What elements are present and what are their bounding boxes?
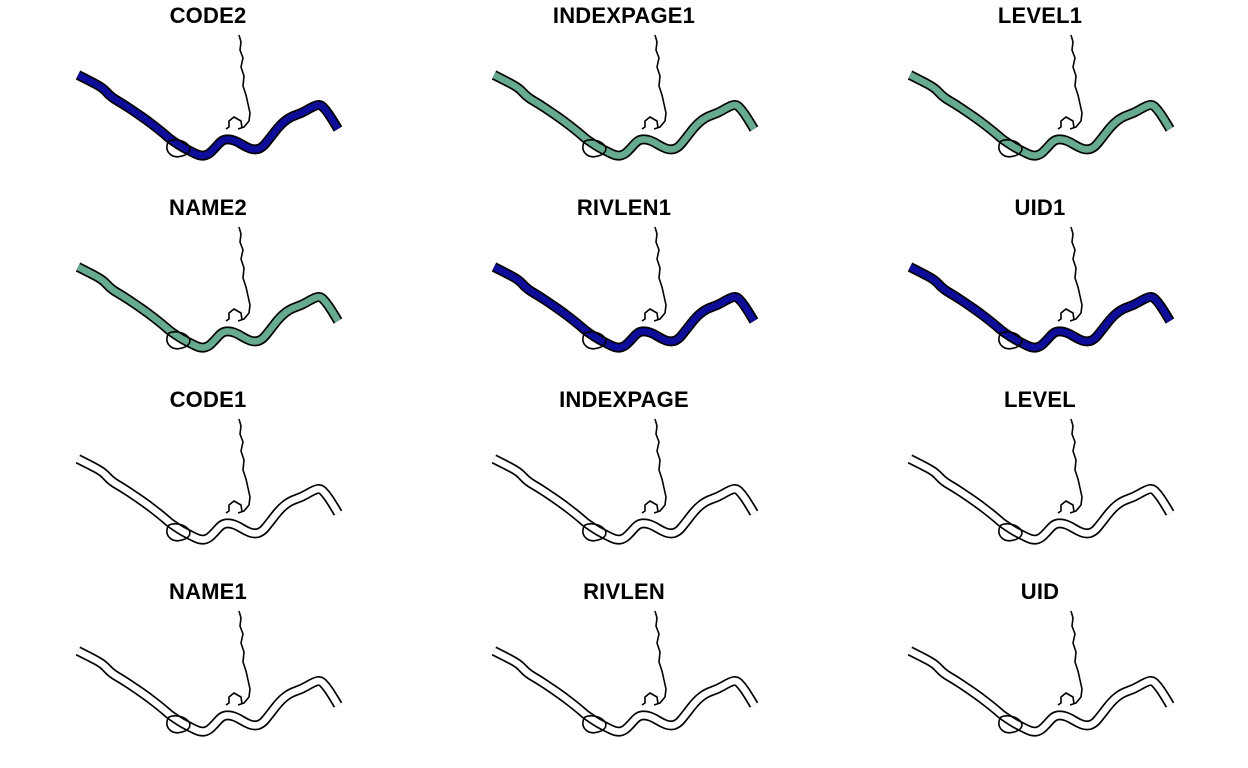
river-polygon-fill [76, 72, 341, 159]
map-panel-level: LEVEL [832, 384, 1248, 576]
river-island-loop [166, 331, 191, 350]
tributary-line [653, 418, 667, 514]
river-island-loop [166, 139, 191, 158]
tributary-line [237, 226, 251, 322]
tributary-line [1069, 226, 1083, 322]
tributary-line [653, 610, 667, 706]
river-map [75, 226, 343, 353]
panel-title: RIVLEN [583, 579, 665, 604]
river-polygon-fill [492, 456, 757, 543]
river-island-loop [998, 523, 1023, 542]
tributary-hook [1057, 308, 1075, 322]
tributary-line [1069, 418, 1083, 514]
tributary-hook [225, 500, 243, 514]
river-polygon-fill [908, 648, 1173, 735]
river-map [907, 418, 1175, 545]
panel-title: RIVLEN1 [576, 195, 672, 220]
river-island-loop [582, 139, 607, 158]
map-panel-code1: CODE1 [0, 384, 416, 576]
river-map [491, 34, 759, 161]
map-panel-rivlen: RIVLEN [416, 576, 832, 768]
river-polygon-fill [908, 456, 1173, 543]
panel-title: INDEXPAGE [559, 387, 689, 412]
panel-title: CODE2 [169, 3, 247, 28]
river-map [75, 34, 343, 161]
tributary-hook [641, 500, 659, 514]
river-map [491, 418, 759, 545]
tributary-line [1069, 34, 1083, 130]
panel-title: UID1 [1014, 195, 1066, 220]
river-island-loop [998, 331, 1023, 350]
tributary-line [237, 418, 251, 514]
river-map [491, 226, 759, 353]
river-map [907, 226, 1175, 353]
river-island-loop [998, 715, 1023, 734]
map-panel-indexpage1: INDEXPAGE1 [416, 0, 832, 192]
river-polygon-fill [76, 456, 341, 543]
map-panel-uid1: UID1 [832, 192, 1248, 384]
map-panel-level1: LEVEL1 [832, 0, 1248, 192]
panel-title: INDEXPAGE1 [552, 3, 696, 28]
river-island-loop [998, 139, 1023, 158]
panel-title: NAME2 [168, 195, 247, 220]
tributary-line [653, 34, 667, 130]
map-panel-uid: UID [832, 576, 1248, 768]
river-polygon-fill [908, 72, 1173, 159]
river-polygon-fill [492, 648, 757, 735]
tributary-hook [1057, 692, 1075, 706]
river-polygon-fill [492, 264, 757, 351]
river-map [75, 610, 343, 737]
panel-title: NAME1 [168, 579, 247, 604]
river-polygon-fill [76, 264, 341, 351]
tributary-hook [225, 308, 243, 322]
tributary-hook [225, 116, 243, 130]
river-island-loop [582, 715, 607, 734]
river-island-loop [166, 523, 191, 542]
tributary-hook [1057, 500, 1075, 514]
panel-title: CODE1 [169, 387, 247, 412]
panel-title: LEVEL1 [997, 3, 1083, 28]
river-map [75, 418, 343, 545]
river-map [907, 34, 1175, 161]
tributary-line [1069, 610, 1083, 706]
tributary-hook [641, 692, 659, 706]
map-panel-name2: NAME2 [0, 192, 416, 384]
tributary-hook [1057, 116, 1075, 130]
map-panel-indexpage: INDEXPAGE [416, 384, 832, 576]
river-map [907, 610, 1175, 737]
river-island-loop [166, 715, 191, 734]
tributary-hook [225, 692, 243, 706]
river-polygon-fill [908, 264, 1173, 351]
river-island-loop [582, 523, 607, 542]
panel-title: UID [1020, 579, 1060, 604]
tributary-hook [641, 308, 659, 322]
tributary-line [653, 226, 667, 322]
tributary-hook [641, 116, 659, 130]
map-panel-rivlen1: RIVLEN1 [416, 192, 832, 384]
tributary-line [237, 610, 251, 706]
map-panel-code2: CODE2 [0, 0, 416, 192]
river-map [491, 610, 759, 737]
river-island-loop [582, 331, 607, 350]
river-polygon-fill [492, 72, 757, 159]
tributary-line [237, 34, 251, 130]
panel-title: LEVEL [1004, 387, 1076, 412]
map-panel-name1: NAME1 [0, 576, 416, 768]
river-polygon-fill [76, 648, 341, 735]
